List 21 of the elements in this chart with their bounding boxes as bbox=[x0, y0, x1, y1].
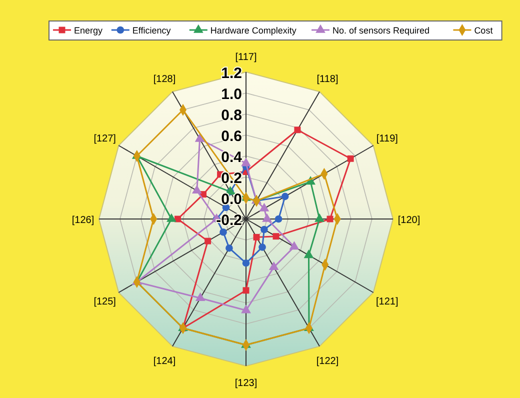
y-tick-label: 0.8 bbox=[221, 107, 242, 124]
spoke-label: [128] bbox=[153, 74, 176, 85]
y-tick-label: 1.0 bbox=[221, 86, 242, 103]
legend-label: Cost bbox=[474, 26, 494, 36]
spoke-label: [126] bbox=[72, 215, 94, 226]
spoke-label: [124] bbox=[153, 356, 176, 368]
legend-label: Efficiency bbox=[132, 26, 172, 36]
spoke-label: [117] bbox=[235, 52, 257, 63]
spoke-label: [121] bbox=[376, 296, 398, 308]
spoke-label: [119] bbox=[376, 134, 398, 144]
spoke-label: [123] bbox=[234, 378, 258, 389]
spoke-label: [120] bbox=[398, 215, 420, 226]
spoke-label: [122] bbox=[316, 356, 339, 368]
y-tick-label: 0.4 bbox=[221, 149, 243, 166]
spoke-label: [127] bbox=[94, 134, 116, 144]
spoke-label: [125] bbox=[94, 296, 116, 308]
legend-label: Energy bbox=[74, 26, 104, 36]
y-tick-label: 0.6 bbox=[221, 128, 242, 145]
legend-label: No. of sensors Required bbox=[332, 26, 430, 36]
spoke-label: [118] bbox=[316, 74, 338, 85]
legend-label: Hardware Complexity bbox=[210, 26, 297, 36]
